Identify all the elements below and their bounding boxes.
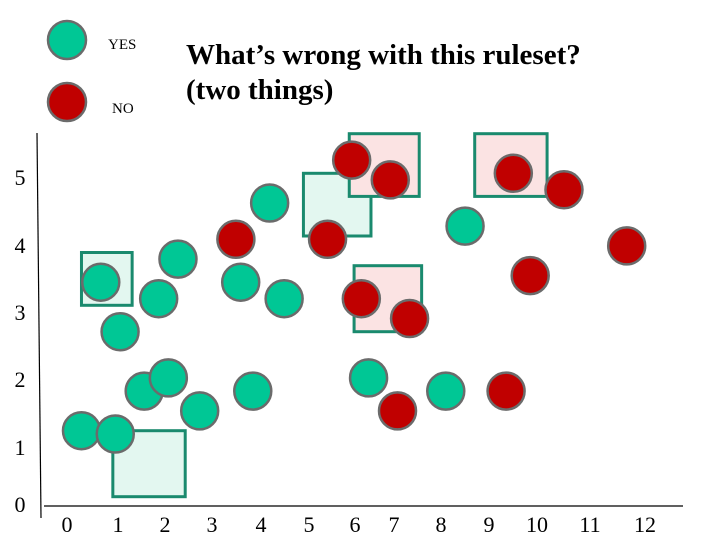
data-points: [61, 140, 647, 454]
point-yes-9: [179, 391, 220, 431]
point-yes-6: [138, 278, 179, 319]
point-yes-14: [348, 358, 389, 398]
point-no-1: [216, 219, 256, 260]
legend-label-yes: YES: [108, 37, 137, 53]
legend-marker-yes: [46, 19, 88, 61]
point-no-7: [377, 391, 418, 431]
point-yes-13: [264, 278, 304, 319]
point-no-5: [341, 278, 382, 319]
y-tick-label: 4: [15, 233, 26, 258]
x-tick-label: 6: [350, 512, 361, 537]
point-yes-11: [233, 371, 273, 411]
legend-marker-no: [46, 81, 88, 123]
point-yes-16: [445, 206, 485, 246]
x-tick-label: 12: [634, 512, 656, 537]
point-no-3: [331, 140, 372, 180]
x-tick-label: 8: [436, 512, 447, 537]
point-no-10: [544, 170, 584, 210]
point-yes-7: [148, 358, 189, 398]
x-tick-label: 4: [256, 512, 267, 537]
x-tick-label: 2: [160, 512, 171, 537]
y-tick-label: 1: [15, 435, 26, 460]
x-tick-label: 11: [579, 512, 600, 537]
y-tick-label: 0: [15, 492, 26, 517]
point-yes-1: [61, 410, 102, 451]
point-yes-4: [100, 311, 140, 352]
x-tick-label: 0: [62, 512, 73, 537]
point-no-2: [307, 219, 348, 260]
point-no-9: [510, 255, 550, 296]
legend-label-no: NO: [112, 101, 134, 117]
point-no-12: [606, 226, 647, 266]
point-yes-15: [426, 371, 466, 411]
point-yes-12: [249, 183, 290, 223]
slide-title: What’s wrong with this ruleset? (two thi…: [186, 39, 581, 107]
y-tick-labels: 0 1 2 3 4 5: [15, 165, 26, 517]
y-tick-label: 2: [15, 367, 26, 392]
x-tick-labels: 0 1 2 3 4 5 6 7 8 9 10 11 12: [62, 512, 657, 537]
y-tick-label: 3: [15, 300, 26, 325]
x-tick-label: 5: [304, 512, 315, 537]
x-tick-label: 1: [113, 512, 124, 537]
legend-markers: [46, 19, 88, 123]
y-tick-label: 5: [15, 165, 26, 190]
point-yes-8: [158, 239, 198, 279]
x-tick-label: 9: [484, 512, 495, 537]
point-no-11: [486, 371, 526, 411]
point-yes-3: [81, 262, 121, 302]
point-no-6: [389, 298, 430, 339]
point-yes-10: [220, 262, 261, 302]
x-tick-label: 10: [526, 512, 548, 537]
point-no-4: [370, 160, 411, 200]
x-tick-label: 7: [389, 512, 400, 537]
y-axis-line: [36, 132, 42, 519]
x-tick-label: 3: [207, 512, 218, 537]
point-no-8: [493, 153, 534, 194]
point-yes-2: [95, 414, 135, 454]
